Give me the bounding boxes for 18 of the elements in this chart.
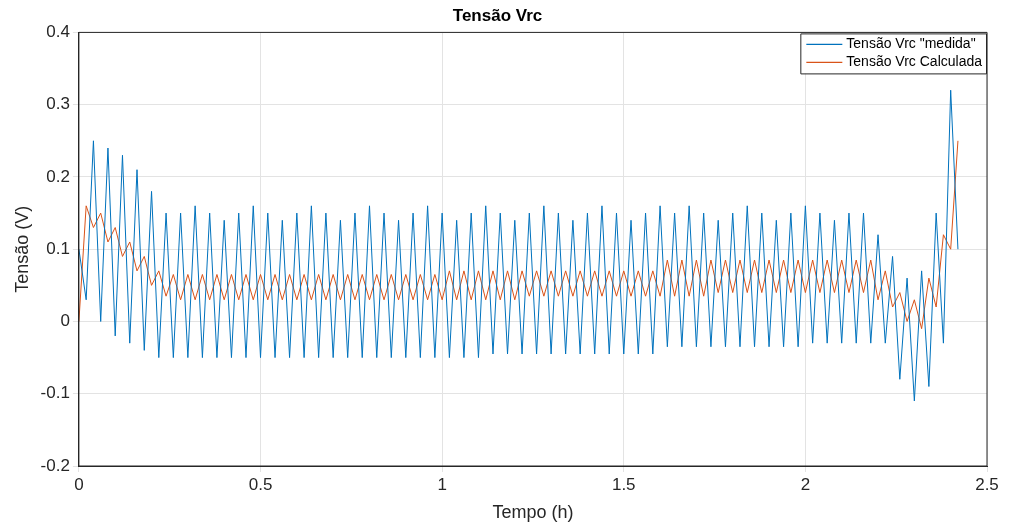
- x-axis-title: Tempo (h): [492, 502, 574, 523]
- x-tick-label: 0: [74, 474, 84, 494]
- x-tick-label: 0.5: [248, 474, 273, 494]
- x-tick-label: 2.5: [975, 474, 999, 494]
- y-tick-label: 0.3: [46, 94, 70, 114]
- y-tick-label: 0.4: [46, 22, 70, 42]
- x-tick-label: 1: [437, 474, 447, 494]
- y-tick-label: 0: [60, 311, 70, 331]
- legend-label: Tensão Vrc "medida": [846, 35, 976, 52]
- y-tick-label: -0.1: [40, 383, 70, 403]
- x-tick-label: 1.5: [611, 474, 636, 494]
- x-tick-label: 2: [800, 474, 811, 494]
- chart-title: Tensão Vrc: [452, 5, 543, 25]
- legend-label: Tensão Vrc Calculada: [846, 53, 983, 70]
- y-tick-label: 0.2: [46, 166, 70, 186]
- y-axis-title: Tensão (V): [11, 205, 32, 293]
- y-tick-label: -0.2: [40, 455, 70, 475]
- y-tick-label: 0.1: [46, 238, 70, 258]
